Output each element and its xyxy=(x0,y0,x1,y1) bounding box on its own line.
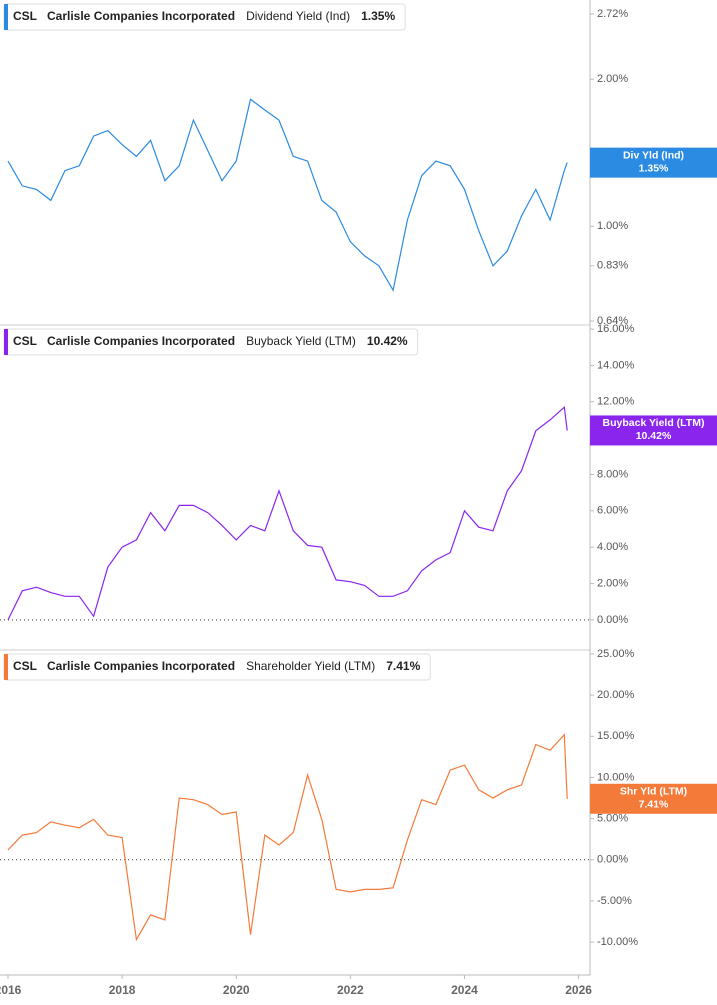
y-tick-label: 1.00% xyxy=(597,220,628,232)
legend-value: 1.35% xyxy=(361,9,395,23)
badge-value: 7.41% xyxy=(639,799,669,811)
y-tick-label: -10.00% xyxy=(597,936,638,948)
y-tick-label: 14.00% xyxy=(597,359,635,371)
y-tick-label: 2.00% xyxy=(597,73,628,85)
series-line xyxy=(7,98,568,292)
legend-value: 7.41% xyxy=(386,659,420,673)
y-tick-label: 6.00% xyxy=(597,505,628,517)
badge-value: 10.42% xyxy=(636,430,672,442)
last-value-badge xyxy=(590,415,717,446)
x-tick-label: 2022 xyxy=(337,983,364,997)
legend-series: Dividend Yield (Ind) xyxy=(246,9,350,23)
y-tick-label: 8.00% xyxy=(597,468,628,480)
legend-ticker: CSL xyxy=(13,9,37,23)
legend-company: Carlisle Companies Incorporated xyxy=(47,659,235,673)
y-tick-label: 2.00% xyxy=(597,577,628,589)
legend-ticker: CSL xyxy=(13,334,37,348)
badge-name: Shr Yld (LTM) xyxy=(620,786,687,798)
legend-series: Buyback Yield (LTM) xyxy=(246,334,356,348)
y-tick-label: 0.00% xyxy=(597,854,628,866)
last-value-badge xyxy=(590,783,717,814)
y-tick-label: -5.00% xyxy=(597,895,632,907)
series-line xyxy=(7,733,568,942)
badge-name: Div Yld (Ind) xyxy=(623,149,684,161)
legend: CSL Carlisle Companies Incorporated Shareh… xyxy=(3,653,431,681)
legend-swatch xyxy=(4,329,8,355)
legend-series: Shareholder Yield (LTM) xyxy=(246,659,375,673)
x-tick-label: 2024 xyxy=(451,983,478,997)
x-tick-label: 2026 xyxy=(565,983,592,997)
y-tick-label: 0.00% xyxy=(597,614,628,626)
legend-swatch xyxy=(4,4,8,30)
y-tick-label: 5.00% xyxy=(597,813,628,825)
y-tick-label: 20.00% xyxy=(597,689,635,701)
legend-company: Carlisle Companies Incorporated xyxy=(47,9,235,23)
y-tick-label: 0.64% xyxy=(597,315,628,327)
last-value-badge xyxy=(590,147,717,178)
series-line xyxy=(7,405,568,621)
legend-value: 10.42% xyxy=(367,334,408,348)
y-tick-label: 15.00% xyxy=(597,730,635,742)
legend-ticker: CSL xyxy=(13,659,37,673)
y-tick-label: 10.00% xyxy=(597,771,635,783)
y-tick-label: 0.83% xyxy=(597,260,628,272)
y-tick-label: 16.00% xyxy=(597,323,635,335)
y-tick-label: 12.00% xyxy=(597,396,635,408)
legend-swatch xyxy=(4,654,8,680)
badge-value: 1.35% xyxy=(639,162,669,174)
y-tick-label: 25.00% xyxy=(597,648,635,660)
x-tick-label: 2020 xyxy=(223,983,250,997)
legend: CSL Carlisle Companies Incorporated Divide… xyxy=(3,3,406,31)
y-tick-label: 2.72% xyxy=(597,8,628,20)
y-tick-label: 4.00% xyxy=(597,541,628,553)
legend-company: Carlisle Companies Incorporated xyxy=(47,334,235,348)
x-tick-label: 2018 xyxy=(109,983,136,997)
x-tick-label: 2016 xyxy=(0,983,22,997)
badge-name: Buyback Yield (LTM) xyxy=(603,417,705,429)
legend: CSL Carlisle Companies Incorporated Buybac… xyxy=(3,328,419,356)
